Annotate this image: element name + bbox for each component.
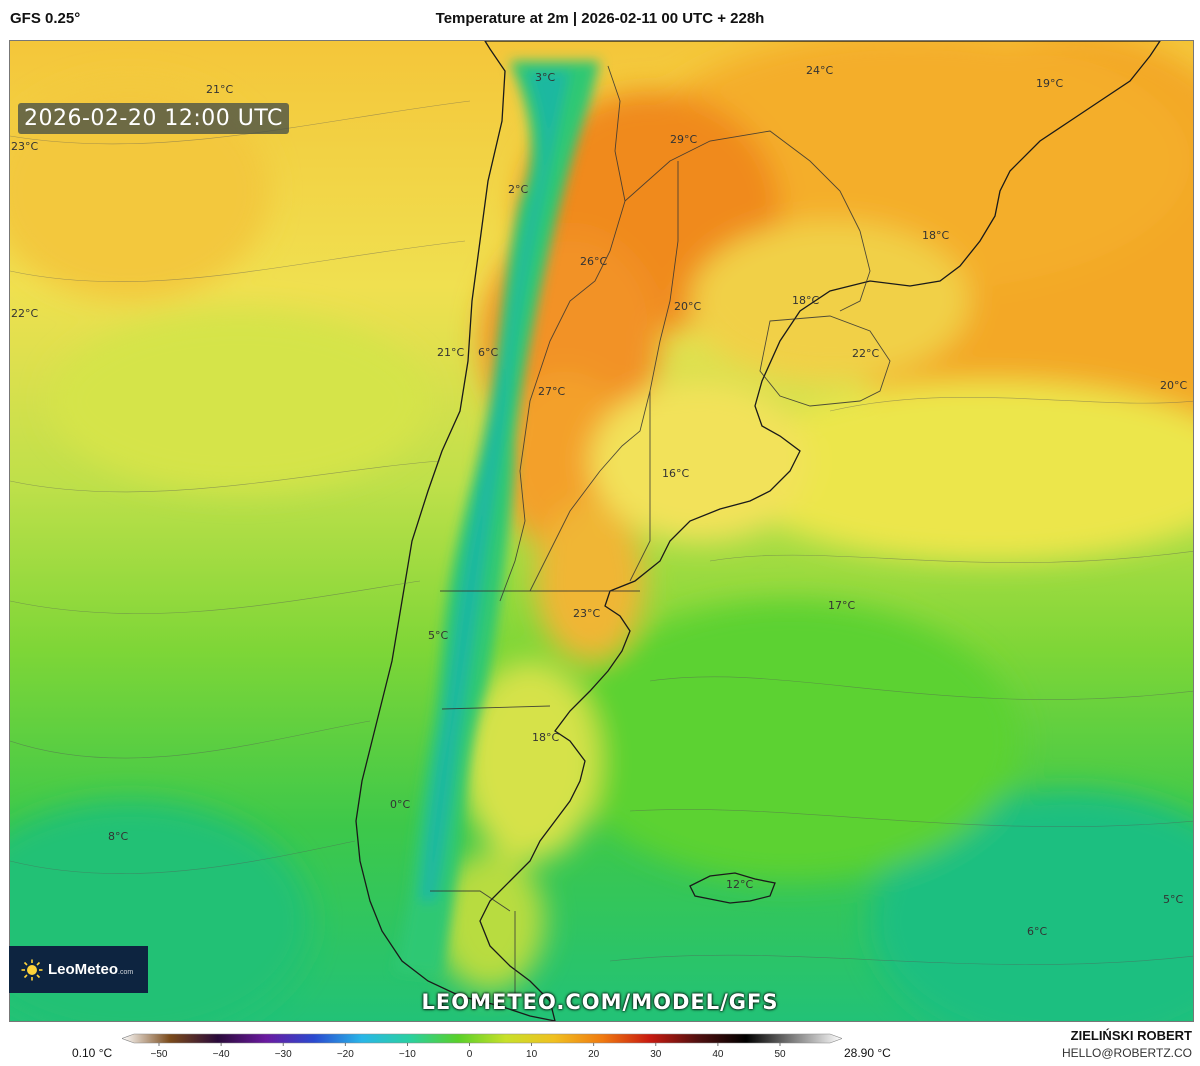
map-title: Temperature at 2m | 2026-02-11 00 UTC + … — [435, 10, 765, 27]
legend-tick-label: −40 — [213, 1049, 230, 1060]
temp-label: 21°C — [437, 346, 465, 359]
model-name: GFS 0.25° — [10, 10, 81, 27]
temp-label: 24°C — [806, 64, 834, 77]
logo-name: LeoMeteo — [48, 961, 119, 978]
sun-icon — [21, 959, 43, 981]
temperature-field — [10, 41, 1193, 1021]
temp-label: 26°C — [580, 255, 608, 268]
temp-label: 20°C — [674, 300, 702, 313]
legend-tick-label: −50 — [151, 1049, 168, 1060]
temp-label: 29°C — [670, 133, 698, 146]
temp-label: 8°C — [108, 830, 129, 843]
source-url: LEOMETEO.COM/MODEL/GFS — [421, 990, 779, 1014]
legend-max-value: 28.90 °C — [844, 1046, 891, 1060]
author-email: HELLO@ROBERTZ.CO — [1062, 1046, 1192, 1060]
legend-tick-label: −20 — [337, 1049, 354, 1060]
legend-tick-label: 20 — [588, 1049, 600, 1060]
legend-tick-label: 30 — [650, 1049, 662, 1060]
temp-label: 16°C — [662, 467, 690, 480]
color-legend: 0.10 °C −50 −40 −30 −20 −10 0 10 20 30 40 50 28.90… — [0, 1028, 1200, 1066]
temp-label: 3°C — [535, 71, 556, 84]
temp-label: 23°C — [573, 607, 601, 620]
leometeo-logo[interactable]: LeoMeteo.com — [9, 946, 148, 993]
temp-label: 21°C — [206, 83, 234, 96]
header-bar: GFS 0.25° Temperature at 2m | 2026-02-11… — [0, 0, 1200, 38]
logo-domain: .com — [118, 969, 134, 976]
legend-tick-label: −30 — [275, 1049, 292, 1060]
temperature-map[interactable]: 2026-02-20 12:00 UTC 21°C 3°C 24°C 19°C … — [9, 40, 1194, 1022]
author-name: ZIELIŃSKI ROBERT — [1070, 1028, 1192, 1043]
temp-label: 0°C — [390, 798, 411, 811]
valid-time-badge: 2026-02-20 12:00 UTC — [18, 103, 289, 134]
temp-label: 20°C — [1160, 379, 1188, 392]
temp-label: 5°C — [428, 629, 449, 642]
temp-label: 18°C — [532, 731, 560, 744]
temp-label: 19°C — [1036, 77, 1064, 90]
temp-label: 23°C — [11, 140, 39, 153]
logo-text: LeoMeteo.com — [48, 961, 133, 978]
legend-min-value: 0.10 °C — [72, 1046, 113, 1060]
temp-label: 2°C — [508, 183, 529, 196]
temp-label: 18°C — [922, 229, 950, 242]
temp-label: 6°C — [1027, 925, 1048, 938]
legend-gradient-bar — [122, 1033, 842, 1044]
temp-label: 27°C — [538, 385, 566, 398]
legend-colorbar: −50 −40 −30 −20 −10 0 10 20 30 40 50 — [122, 1033, 842, 1060]
temp-label: 5°C — [1163, 893, 1184, 906]
temp-label: 18°C — [792, 294, 820, 307]
temp-label: 22°C — [852, 347, 880, 360]
temp-label: 22°C — [11, 307, 39, 320]
temp-label: 12°C — [726, 878, 754, 891]
temp-label: 6°C — [478, 346, 499, 359]
legend-tick-label: −10 — [399, 1049, 416, 1060]
legend-tick-label: 10 — [526, 1049, 538, 1060]
legend-tick-label: 40 — [712, 1049, 724, 1060]
temp-label: 17°C — [828, 599, 856, 612]
legend-tick-label: 0 — [467, 1049, 473, 1060]
legend-tick-label: 50 — [774, 1049, 786, 1060]
